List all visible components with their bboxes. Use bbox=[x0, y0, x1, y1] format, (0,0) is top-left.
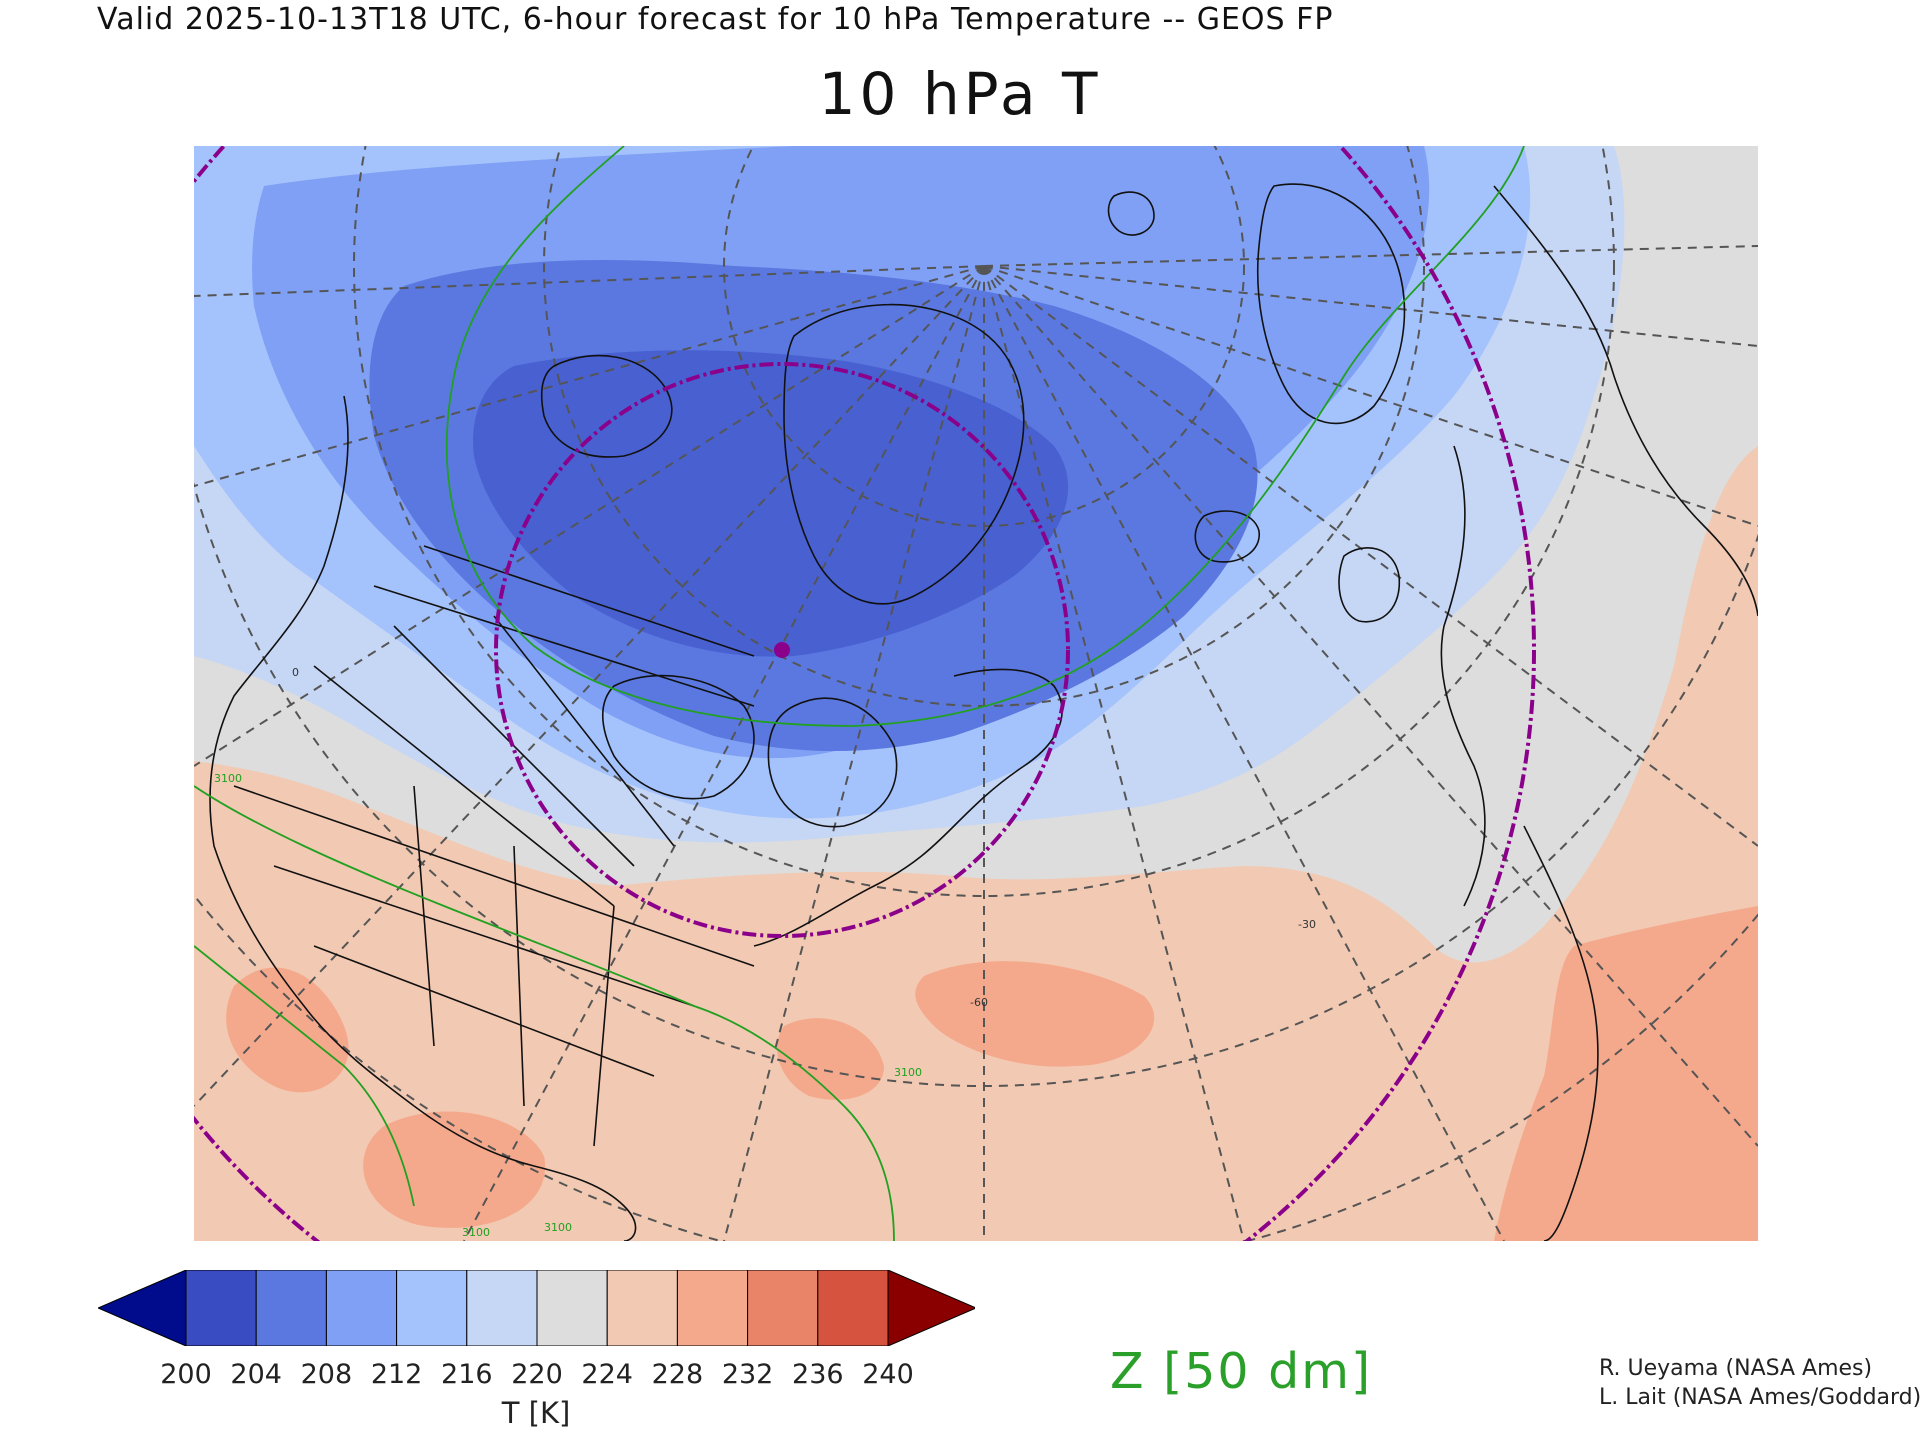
asia-coast bbox=[1493, 185, 1758, 617]
map-title: 10 hPa T bbox=[818, 60, 1102, 128]
meridian-7 bbox=[723, 265, 985, 1241]
europe-coast bbox=[1440, 445, 1486, 907]
warm-blotch-africa bbox=[1494, 906, 1758, 1241]
height-contour-south bbox=[194, 945, 415, 1207]
colorbar-svg bbox=[96, 1269, 978, 1347]
colorbar-cell bbox=[606, 1269, 678, 1347]
graticule bbox=[194, 146, 1758, 1241]
us-state-borders bbox=[233, 785, 755, 1147]
blue-200-region bbox=[473, 350, 1069, 657]
meridian-9 bbox=[194, 265, 985, 1107]
iceland bbox=[1194, 510, 1260, 563]
graticule-label-2: -30 bbox=[1298, 918, 1316, 931]
graticule-label-3: 0 bbox=[292, 666, 299, 679]
hudson-bay bbox=[602, 674, 755, 800]
colorbar-tick-label: 240 bbox=[862, 1359, 914, 1390]
contour-value-labels: 3100 3100 3100 3100 bbox=[214, 772, 922, 1239]
colorbar-tick-label: 212 bbox=[370, 1359, 423, 1390]
svalbard bbox=[1107, 191, 1155, 236]
meridian-13 bbox=[983, 265, 1758, 347]
meridian-12 bbox=[194, 265, 985, 297]
gulf-coast bbox=[413, 1105, 637, 1241]
meridian-2 bbox=[983, 265, 1245, 1241]
colorbar-under-triangle bbox=[96, 1269, 187, 1347]
colorbar-tick-label: 200 bbox=[160, 1359, 212, 1390]
colorbar-cell bbox=[325, 1269, 398, 1347]
contour-legend-label: Z [50 dm] bbox=[1110, 1343, 1373, 1400]
meridian-6 bbox=[983, 265, 1758, 527]
contour-label-4: 3100 bbox=[544, 1221, 572, 1234]
colorbar-tick-label: 224 bbox=[581, 1359, 633, 1390]
contour-label-2: 3100 bbox=[894, 1066, 922, 1079]
credit-line-2: L. Lait (NASA Ames/Goddard) bbox=[1599, 1385, 1920, 1410]
colorbar bbox=[96, 1269, 978, 1347]
credit-line-1: R. Ueyama (NASA Ames) bbox=[1599, 1356, 1873, 1381]
map-svg: 3100 3100 3100 3100 -60 -30 0 bbox=[194, 146, 1758, 1241]
graticule-label-1: -60 bbox=[970, 996, 988, 1009]
colorbar-cell bbox=[817, 1269, 889, 1347]
colorbar-units-label: T [K] bbox=[501, 1396, 571, 1430]
map-header: Valid 2025-10-13T18 UTC, 6-hour forecast… bbox=[97, 2, 1334, 37]
meridian-10 bbox=[194, 265, 985, 767]
meridian-4 bbox=[983, 265, 1758, 1147]
height-contours bbox=[194, 146, 1525, 1241]
warm-blotch-west bbox=[226, 967, 349, 1093]
colorbar-cell bbox=[185, 1269, 257, 1347]
height-contour-polar bbox=[445, 146, 1525, 727]
colorbar-tick-label: 232 bbox=[721, 1359, 774, 1390]
range-ring-outer bbox=[194, 146, 1536, 1241]
colorbar-tick-label: 228 bbox=[651, 1359, 704, 1390]
colorbar-over-triangle bbox=[887, 1269, 978, 1347]
labrador bbox=[767, 697, 898, 828]
british-isles bbox=[1338, 547, 1401, 623]
colorbar-cell bbox=[255, 1269, 327, 1347]
colorbar-tick-label: 220 bbox=[511, 1359, 563, 1390]
north-america-east-coast bbox=[753, 668, 1063, 947]
coastlines bbox=[209, 183, 1758, 1241]
latitude-circle-60 bbox=[353, 146, 1615, 897]
height-contour-midlat bbox=[194, 785, 895, 1241]
meridian-14 bbox=[983, 245, 1758, 267]
contour-label-1: 3100 bbox=[214, 772, 242, 785]
range-ring-inner bbox=[494, 362, 1070, 938]
colorbar-tick-label: 208 bbox=[300, 1359, 353, 1390]
map-panel: 3100 3100 3100 3100 -60 -30 0 bbox=[194, 146, 1758, 1241]
warm-blotch-atlantic bbox=[915, 961, 1155, 1067]
arctic-islands bbox=[540, 354, 673, 458]
colorbar-tick-label: 236 bbox=[792, 1359, 844, 1390]
warm-blotch-gulf bbox=[363, 1111, 546, 1228]
colorbar-cell bbox=[676, 1269, 749, 1347]
colorbar-cell bbox=[466, 1269, 538, 1347]
colorbar-tick-label: 204 bbox=[230, 1359, 282, 1390]
north-america-west-coast bbox=[209, 395, 415, 1107]
africa-coast bbox=[1523, 825, 1599, 1241]
meridian-11 bbox=[194, 265, 985, 487]
warm-blotch-atlantic-2 bbox=[777, 1018, 884, 1100]
meridian-3 bbox=[983, 265, 1505, 1241]
colorbar-cell bbox=[396, 1269, 468, 1347]
colorbar-tick-label: 216 bbox=[441, 1359, 493, 1390]
colorbar-cell bbox=[536, 1269, 608, 1347]
greenland bbox=[783, 303, 1025, 605]
graticule-labels: -60 -30 0 bbox=[292, 666, 1316, 1009]
contour-label-3: 3100 bbox=[462, 1226, 490, 1239]
range-rings bbox=[194, 146, 1536, 1241]
meridian-5 bbox=[983, 265, 1758, 847]
colorbar-cell bbox=[747, 1269, 819, 1347]
meridian-8 bbox=[463, 265, 985, 1241]
canada-province-borders bbox=[313, 545, 755, 907]
scandinavia bbox=[1256, 183, 1406, 425]
location-marker bbox=[774, 642, 790, 658]
